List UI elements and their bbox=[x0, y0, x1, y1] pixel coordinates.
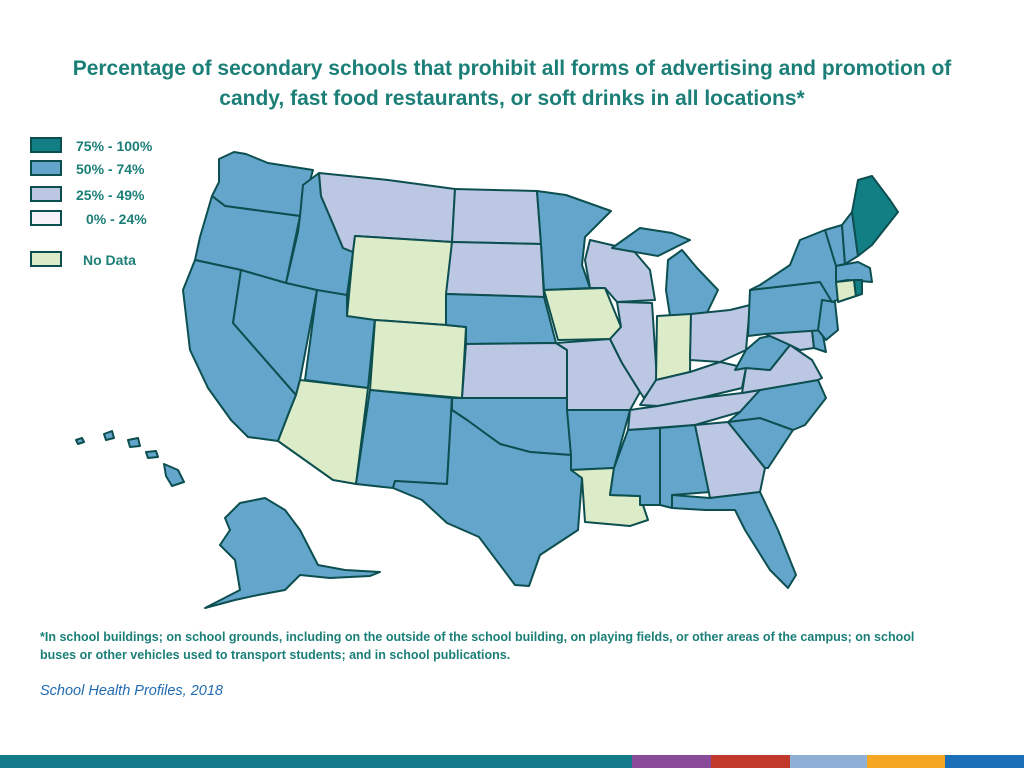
footnote: *In school buildings; on school grounds,… bbox=[40, 630, 915, 662]
state-FL[interactable] bbox=[671, 491, 797, 589]
legend-label-0-24: 0% - 24% bbox=[86, 211, 147, 227]
bottom-bar-segment bbox=[790, 755, 867, 768]
state-NM[interactable] bbox=[355, 389, 453, 489]
state-HI[interactable] bbox=[75, 430, 185, 487]
bottom-bar-segment bbox=[0, 755, 632, 768]
state-ND[interactable] bbox=[451, 188, 542, 245]
state-NJ[interactable] bbox=[817, 299, 839, 341]
state-CO[interactable] bbox=[369, 319, 467, 399]
state-GA[interactable] bbox=[694, 421, 766, 499]
map-title: Percentage of secondary schools that pro… bbox=[72, 57, 952, 110]
source-citation: School Health Profiles, 2018 bbox=[40, 683, 223, 699]
bottom-bar-segment bbox=[945, 755, 1024, 768]
legend-swatch-25-49 bbox=[30, 186, 62, 202]
state-IA[interactable] bbox=[543, 287, 622, 341]
state-ME[interactable] bbox=[851, 175, 899, 257]
bottom-color-bar bbox=[0, 755, 1024, 768]
legend-swatch-no-data bbox=[30, 251, 62, 267]
state-MI[interactable] bbox=[611, 227, 719, 317]
state-MN[interactable] bbox=[536, 190, 612, 291]
legend-swatch-75-100 bbox=[30, 137, 62, 153]
state-AZ[interactable] bbox=[277, 379, 369, 485]
bottom-bar-segment bbox=[632, 755, 711, 768]
legend-label-50-74: 50% - 74% bbox=[76, 161, 145, 177]
bottom-bar-segment bbox=[867, 755, 945, 768]
legend-label-no-data: No Data bbox=[83, 252, 136, 268]
state-TX[interactable] bbox=[392, 397, 583, 587]
state-KS[interactable] bbox=[461, 342, 568, 399]
state-OH[interactable] bbox=[689, 304, 751, 363]
state-WY[interactable] bbox=[346, 235, 453, 326]
legend-label-25-49: 25% - 49% bbox=[76, 187, 145, 203]
state-SD[interactable] bbox=[445, 241, 545, 298]
state-CT[interactable] bbox=[835, 279, 857, 303]
legend-label-75-100: 75% - 100% bbox=[76, 138, 153, 154]
state-AK[interactable] bbox=[204, 497, 381, 609]
legend-swatch-0-24 bbox=[30, 210, 62, 226]
state-IL[interactable] bbox=[609, 301, 658, 399]
bottom-bar-segment bbox=[711, 755, 790, 768]
state-WV[interactable] bbox=[734, 335, 791, 371]
state-IN[interactable] bbox=[655, 313, 692, 381]
legend-swatch-50-74 bbox=[30, 160, 62, 176]
state-RI[interactable] bbox=[853, 279, 863, 297]
